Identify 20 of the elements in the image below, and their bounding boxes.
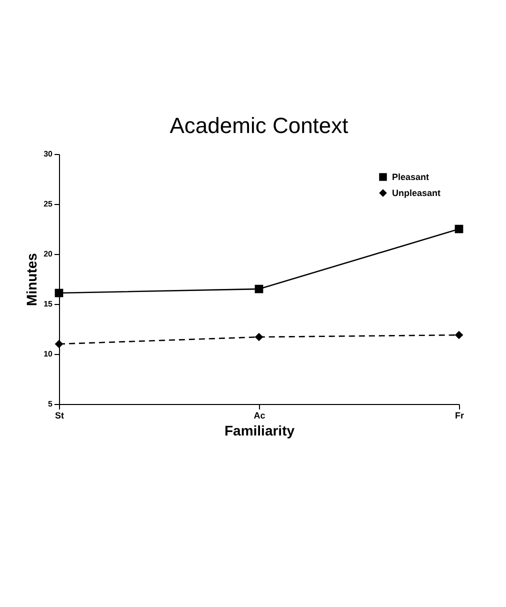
legend-label: Unpleasant bbox=[392, 188, 441, 198]
y-tick-label: 10 bbox=[44, 350, 54, 358]
point bbox=[454, 330, 464, 340]
chart-title: Academic Context bbox=[170, 113, 348, 138]
x-axis-title: Familiarity bbox=[224, 422, 295, 438]
y-tick-label: 25 bbox=[44, 200, 54, 208]
point bbox=[254, 284, 264, 294]
y-tick-label: 5 bbox=[48, 400, 54, 408]
y-axis-title: Minutes bbox=[24, 252, 40, 306]
point bbox=[54, 288, 64, 298]
y-tick-label: 30 bbox=[44, 150, 54, 158]
y-tick-label: 20 bbox=[44, 250, 54, 258]
x-tick-label: Ac bbox=[254, 410, 266, 420]
x-tick-label: St bbox=[55, 410, 64, 420]
y-tick-label: 15 bbox=[44, 300, 54, 308]
point bbox=[54, 340, 64, 348]
x-tick-label: Fr bbox=[455, 410, 464, 420]
point bbox=[454, 224, 464, 234]
point bbox=[254, 332, 264, 342]
legend-label: Pleasant bbox=[392, 172, 430, 182]
